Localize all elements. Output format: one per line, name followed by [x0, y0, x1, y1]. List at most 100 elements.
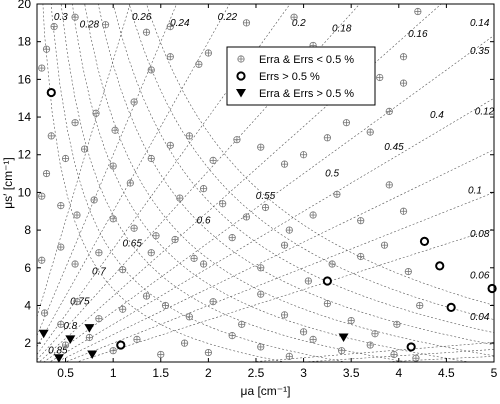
- point-low-error: [73, 298, 81, 306]
- y-axis-title: μs′ [cm⁻¹]: [1, 157, 15, 209]
- point-low-error: [57, 202, 65, 210]
- point-low-error: [414, 7, 422, 16]
- point-both-high: [87, 350, 98, 359]
- point-low-error: [242, 213, 251, 221]
- mu-eff-contour: [50, 4, 348, 362]
- point-low-error: [109, 215, 117, 223]
- albedo-contour: [38, 4, 442, 362]
- point-low-error: [233, 136, 241, 144]
- albedo-contour: [246, 342, 494, 362]
- point-low-error: [209, 298, 217, 306]
- legend-marker-both-high: [236, 89, 246, 98]
- albedo-contour-label: 0.5: [325, 169, 339, 180]
- albedo-contour-label: 0.8: [63, 321, 77, 332]
- point-low-error: [71, 119, 79, 127]
- point-low-error: [73, 211, 81, 219]
- point-low-error: [161, 301, 170, 310]
- point-low-error: [166, 53, 174, 61]
- point-low-error: [133, 335, 141, 343]
- y-tick-label: 18: [18, 35, 32, 49]
- albedo-contour: [37, 363, 494, 380]
- x-tick-label: 5: [491, 366, 498, 380]
- point-low-error: [190, 254, 198, 262]
- point-low-error: [147, 154, 155, 163]
- point-low-error: [38, 64, 46, 72]
- point-low-error: [228, 332, 236, 340]
- point-low-error: [257, 143, 265, 151]
- point-low-error: [309, 335, 317, 343]
- point-low-error: [385, 107, 393, 116]
- point-low-error: [357, 217, 365, 225]
- legend-marker-errs-high: [236, 71, 246, 81]
- point-low-error: [200, 185, 208, 193]
- point-low-error: [119, 266, 127, 274]
- point-low-error: [285, 352, 293, 360]
- point-low-error: [366, 341, 374, 349]
- point-low-error: [399, 53, 408, 61]
- point-low-error: [195, 60, 203, 68]
- albedo-contour-label: 0.55: [256, 191, 276, 202]
- point-low-error: [238, 320, 246, 328]
- point-low-error: [328, 260, 336, 268]
- point-low-error: [111, 126, 119, 134]
- mu-eff-contour-label: 0.26: [132, 12, 152, 23]
- point-both-high: [53, 354, 64, 363]
- albedo-contour: [37, 4, 177, 336]
- albedo-contour: [64, 192, 494, 362]
- albedo-contour-label: 0.7: [92, 267, 106, 278]
- point-low-error: [242, 19, 251, 27]
- point-low-error: [166, 141, 174, 149]
- albedo-contour-label: 0.45: [384, 142, 404, 153]
- albedo-contour-label: 0.6: [197, 216, 211, 227]
- point-low-error: [81, 145, 89, 153]
- point-low-error: [280, 311, 289, 319]
- point-low-error: [257, 343, 265, 351]
- point-low-error: [71, 260, 79, 268]
- point-low-error: [147, 249, 155, 257]
- point-low-error: [157, 350, 165, 359]
- point-low-error: [176, 194, 184, 202]
- point-low-error: [416, 301, 424, 310]
- x-axis-title: μa [cm⁻¹]: [241, 384, 291, 398]
- point-low-error: [299, 328, 308, 336]
- mu-eff-contour-label: 0.18: [332, 24, 352, 35]
- albedo-contour-label: 0.65: [122, 238, 142, 249]
- point-low-error: [257, 290, 265, 298]
- point-errs-high: [487, 283, 497, 294]
- point-both-high: [338, 333, 349, 343]
- y-tick-label: 10: [18, 185, 32, 199]
- albedo-contour-label: 0.12: [475, 106, 495, 117]
- y-tick-label: 4: [24, 298, 31, 312]
- y-tick-label: 16: [18, 72, 32, 86]
- albedo-contour-label: 0.35: [470, 46, 490, 57]
- point-low-error: [257, 264, 265, 272]
- mu-eff-contour-label: 0.28: [80, 20, 100, 31]
- x-tick-label: 3: [300, 366, 307, 380]
- point-low-error: [390, 350, 398, 359]
- point-low-error: [57, 320, 65, 328]
- mu-eff-contour: [128, 4, 494, 320]
- contour-labels: 0.14 0.16 0.18 0.2 0.22 0.24 0.26 0.28 0.3 0.04 0.…: [48, 12, 495, 357]
- mu-eff-contour: [84, 4, 494, 357]
- point-both-high: [84, 324, 95, 333]
- point-low-error: [404, 267, 412, 276]
- point-low-error: [204, 348, 212, 357]
- point-low-error: [101, 21, 110, 29]
- legend-marker-low-error: [237, 55, 245, 63]
- mu-eff-contour-label: 0.3: [54, 12, 68, 23]
- point-low-error: [290, 13, 298, 21]
- point-low-error: [126, 179, 134, 187]
- point-low-error: [323, 134, 331, 142]
- point-errs-high: [446, 302, 456, 312]
- point-low-error: [261, 203, 270, 212]
- x-tick-label: 4: [395, 366, 402, 380]
- mu-eff-contour-label: 0.2: [292, 18, 306, 29]
- point-low-error: [90, 196, 98, 204]
- mu-eff-contour-label: 0.24: [170, 18, 190, 29]
- point-low-error: [152, 232, 160, 240]
- point-errs-high: [435, 261, 445, 271]
- point-low-error: [366, 128, 374, 136]
- legend-entry: Erra & Errs < 0.5 %: [259, 54, 354, 66]
- point-low-error: [109, 162, 117, 170]
